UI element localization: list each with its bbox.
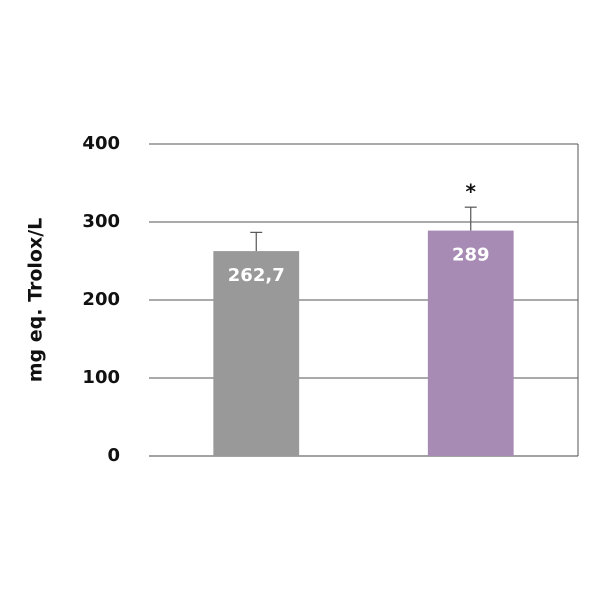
annotation: *	[466, 180, 477, 204]
y-tick-label: 400	[82, 133, 120, 154]
y-tick-label: 300	[82, 211, 120, 232]
y-axis-label: mg eq. Trolox/L	[25, 218, 47, 383]
y-tick-label: 200	[82, 289, 120, 310]
y-tick-label: 0	[107, 445, 120, 466]
value-label: 289	[452, 245, 490, 266]
bar	[427, 230, 514, 456]
bar	[213, 251, 300, 456]
y-tick-label: 100	[82, 367, 120, 388]
value-label: 262,7	[228, 265, 285, 286]
